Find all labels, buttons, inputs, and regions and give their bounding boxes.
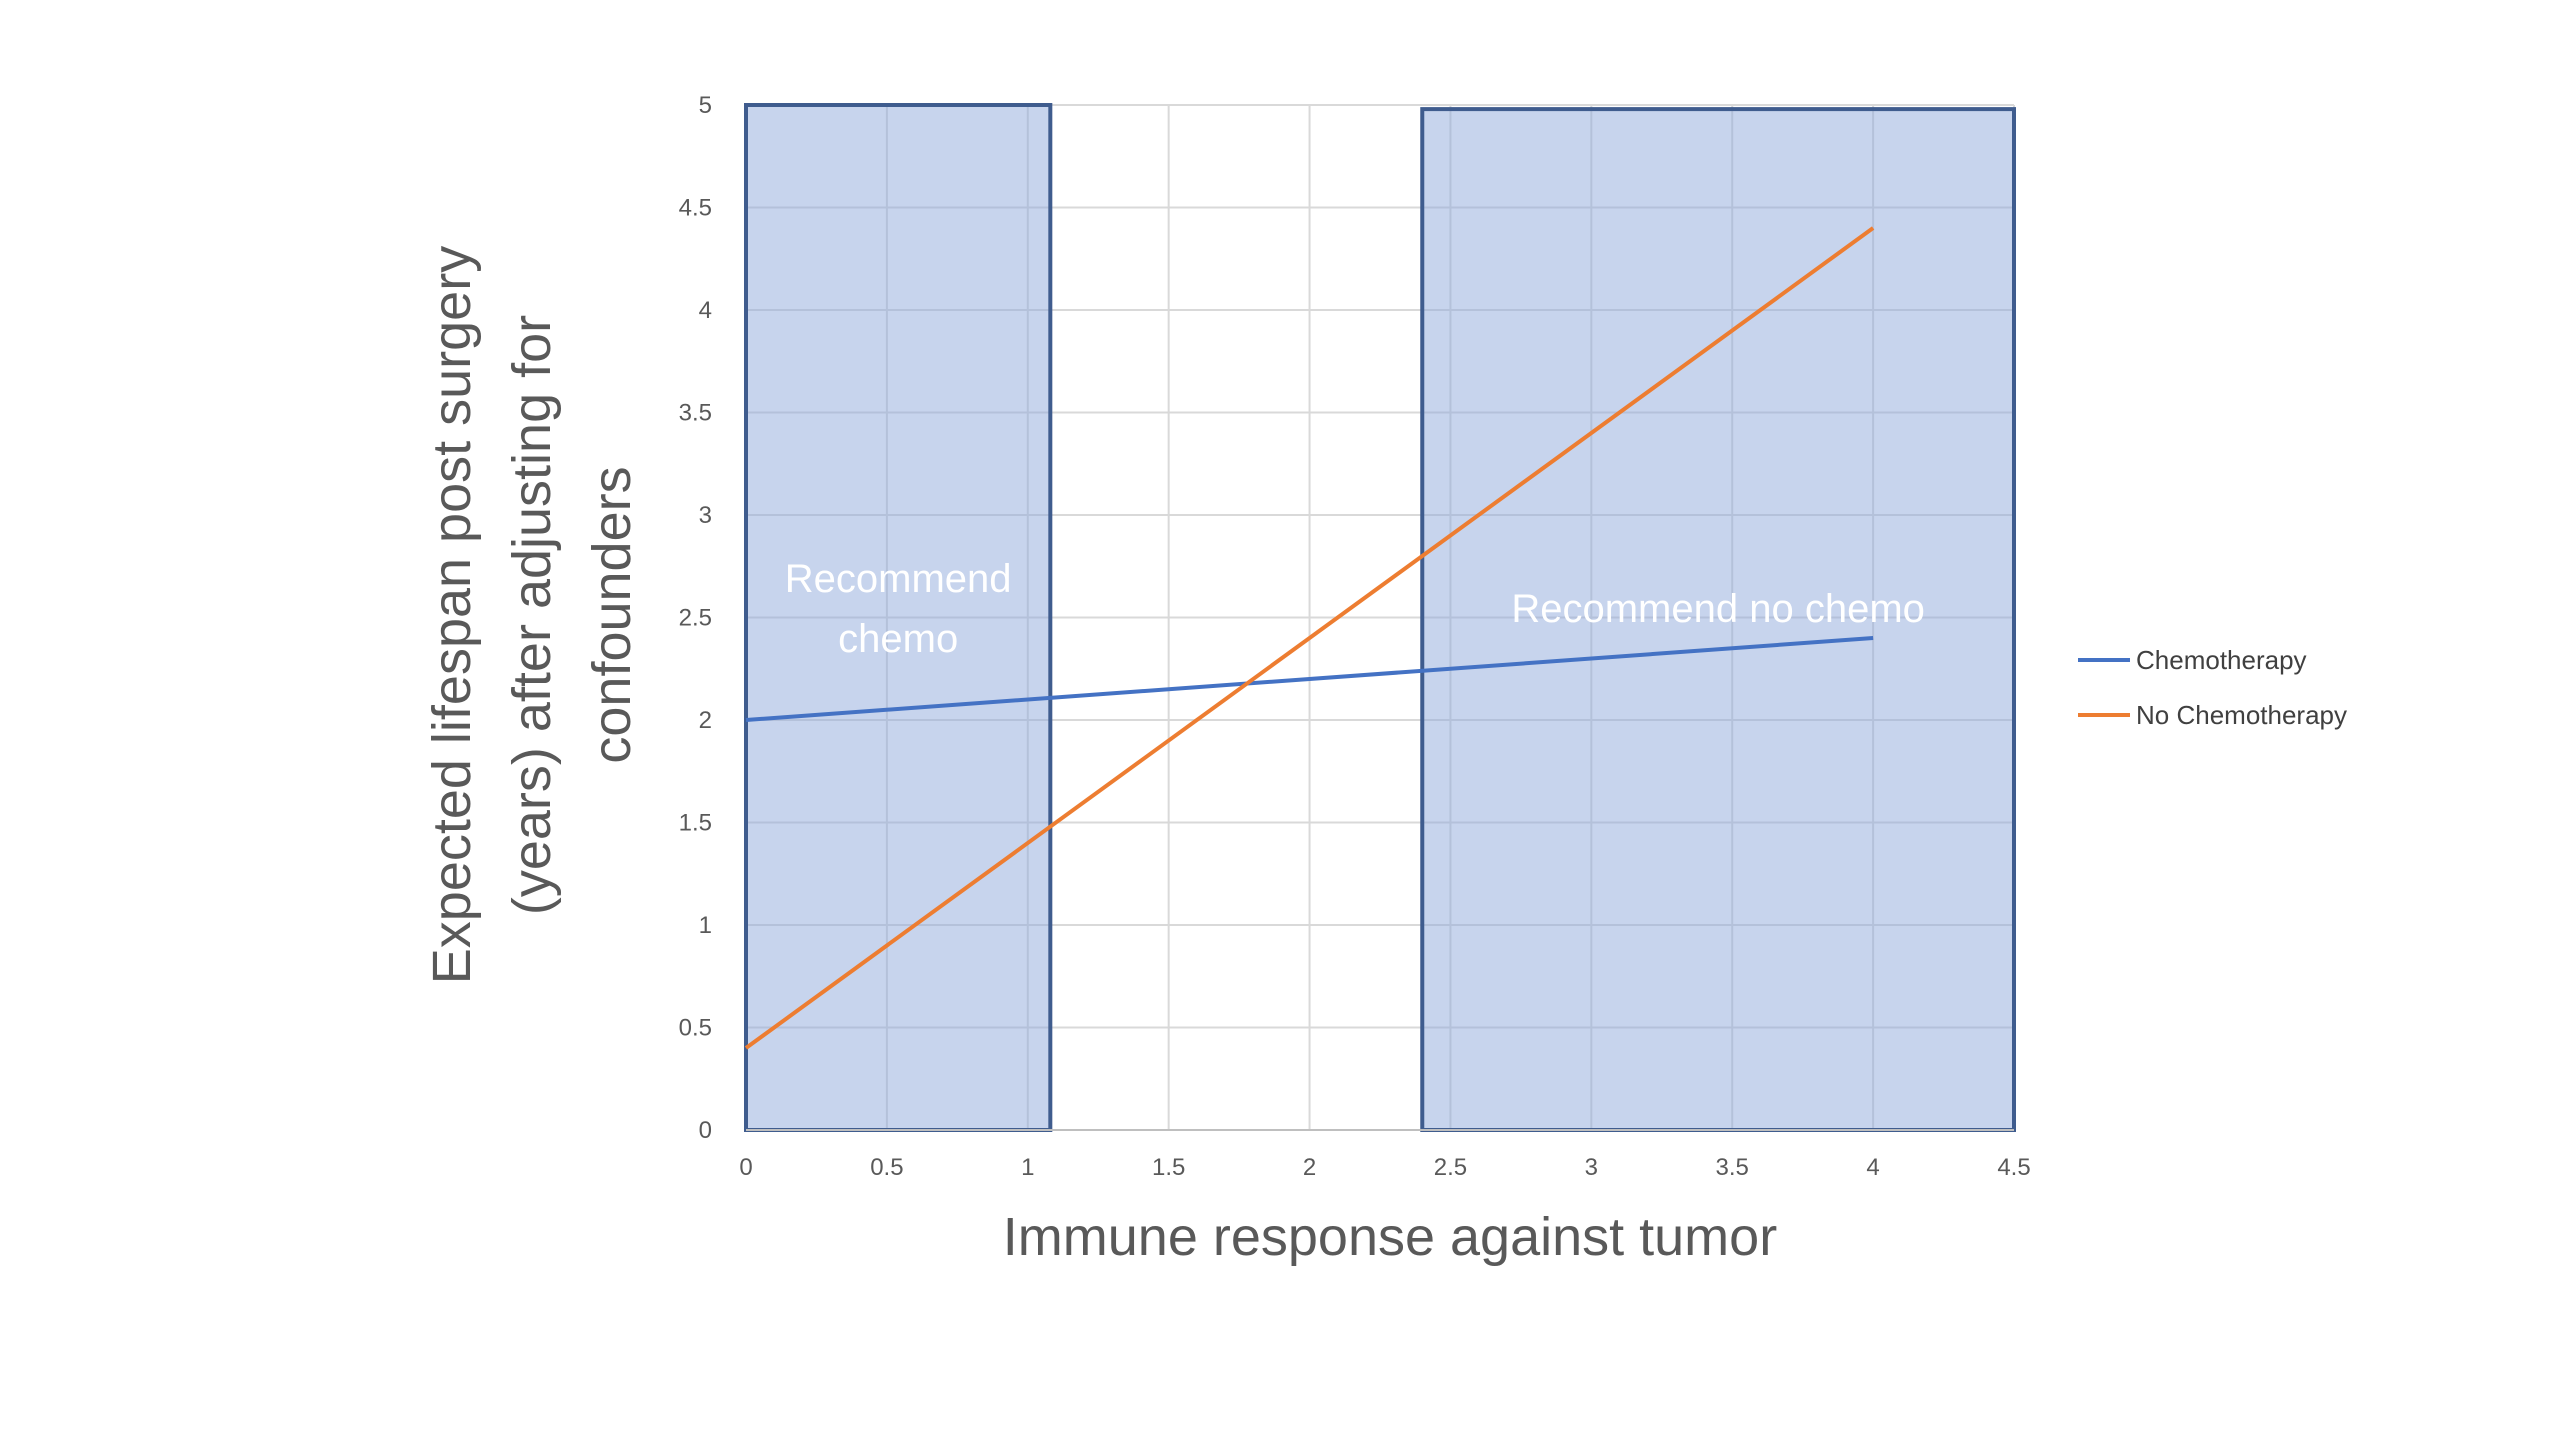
x-tick-label: 0.5 <box>870 1154 903 1181</box>
y-tick-label: 2 <box>699 707 712 734</box>
y-tick-label: 3.5 <box>679 400 712 427</box>
x-tick-label: 0 <box>739 1154 752 1181</box>
legend-label: Chemotherapy <box>2136 645 2307 675</box>
shaded-region <box>1420 107 2017 1133</box>
y-tick-label: 0.5 <box>679 1015 712 1042</box>
y-tick-label: 3 <box>699 502 712 529</box>
y-tick-label: 2.5 <box>679 605 712 632</box>
y-tick-label: 4.5 <box>679 195 712 222</box>
y-axis-title-line: Expected lifespan post surgery <box>422 246 482 984</box>
x-tick-label: 2.5 <box>1434 1154 1467 1181</box>
y-tick-label: 1.5 <box>679 810 712 837</box>
x-axis-title: Immune response against tumor <box>1003 1207 1777 1267</box>
region-label: Recommend no chemo <box>1511 587 1925 631</box>
x-tick-label: 4.5 <box>1997 1154 2030 1181</box>
y-tick-label: 5 <box>699 92 712 119</box>
series-line <box>744 226 1875 1050</box>
series-line <box>745 636 1874 722</box>
x-tick-label: 1 <box>1021 1154 1034 1181</box>
y-axis-title-line: (years) after adjusting for <box>502 315 562 915</box>
shaded-region <box>744 103 1053 1132</box>
x-tick-label: 2 <box>1303 1154 1316 1181</box>
x-tick-label: 4 <box>1866 1154 1879 1181</box>
region-label: Recommend <box>785 557 1012 601</box>
y-tick-label: 0 <box>699 1117 712 1144</box>
legend-label: No Chemotherapy <box>2136 700 2347 730</box>
region-label: chemo <box>838 617 958 661</box>
y-axis-title-line: confounders <box>582 466 642 763</box>
x-tick-label: 3.5 <box>1716 1154 1749 1181</box>
x-tick-label: 3 <box>1585 1154 1598 1181</box>
x-tick-label: 1.5 <box>1152 1154 1185 1181</box>
y-tick-label: 4 <box>699 297 712 324</box>
y-tick-label: 1 <box>699 912 712 939</box>
